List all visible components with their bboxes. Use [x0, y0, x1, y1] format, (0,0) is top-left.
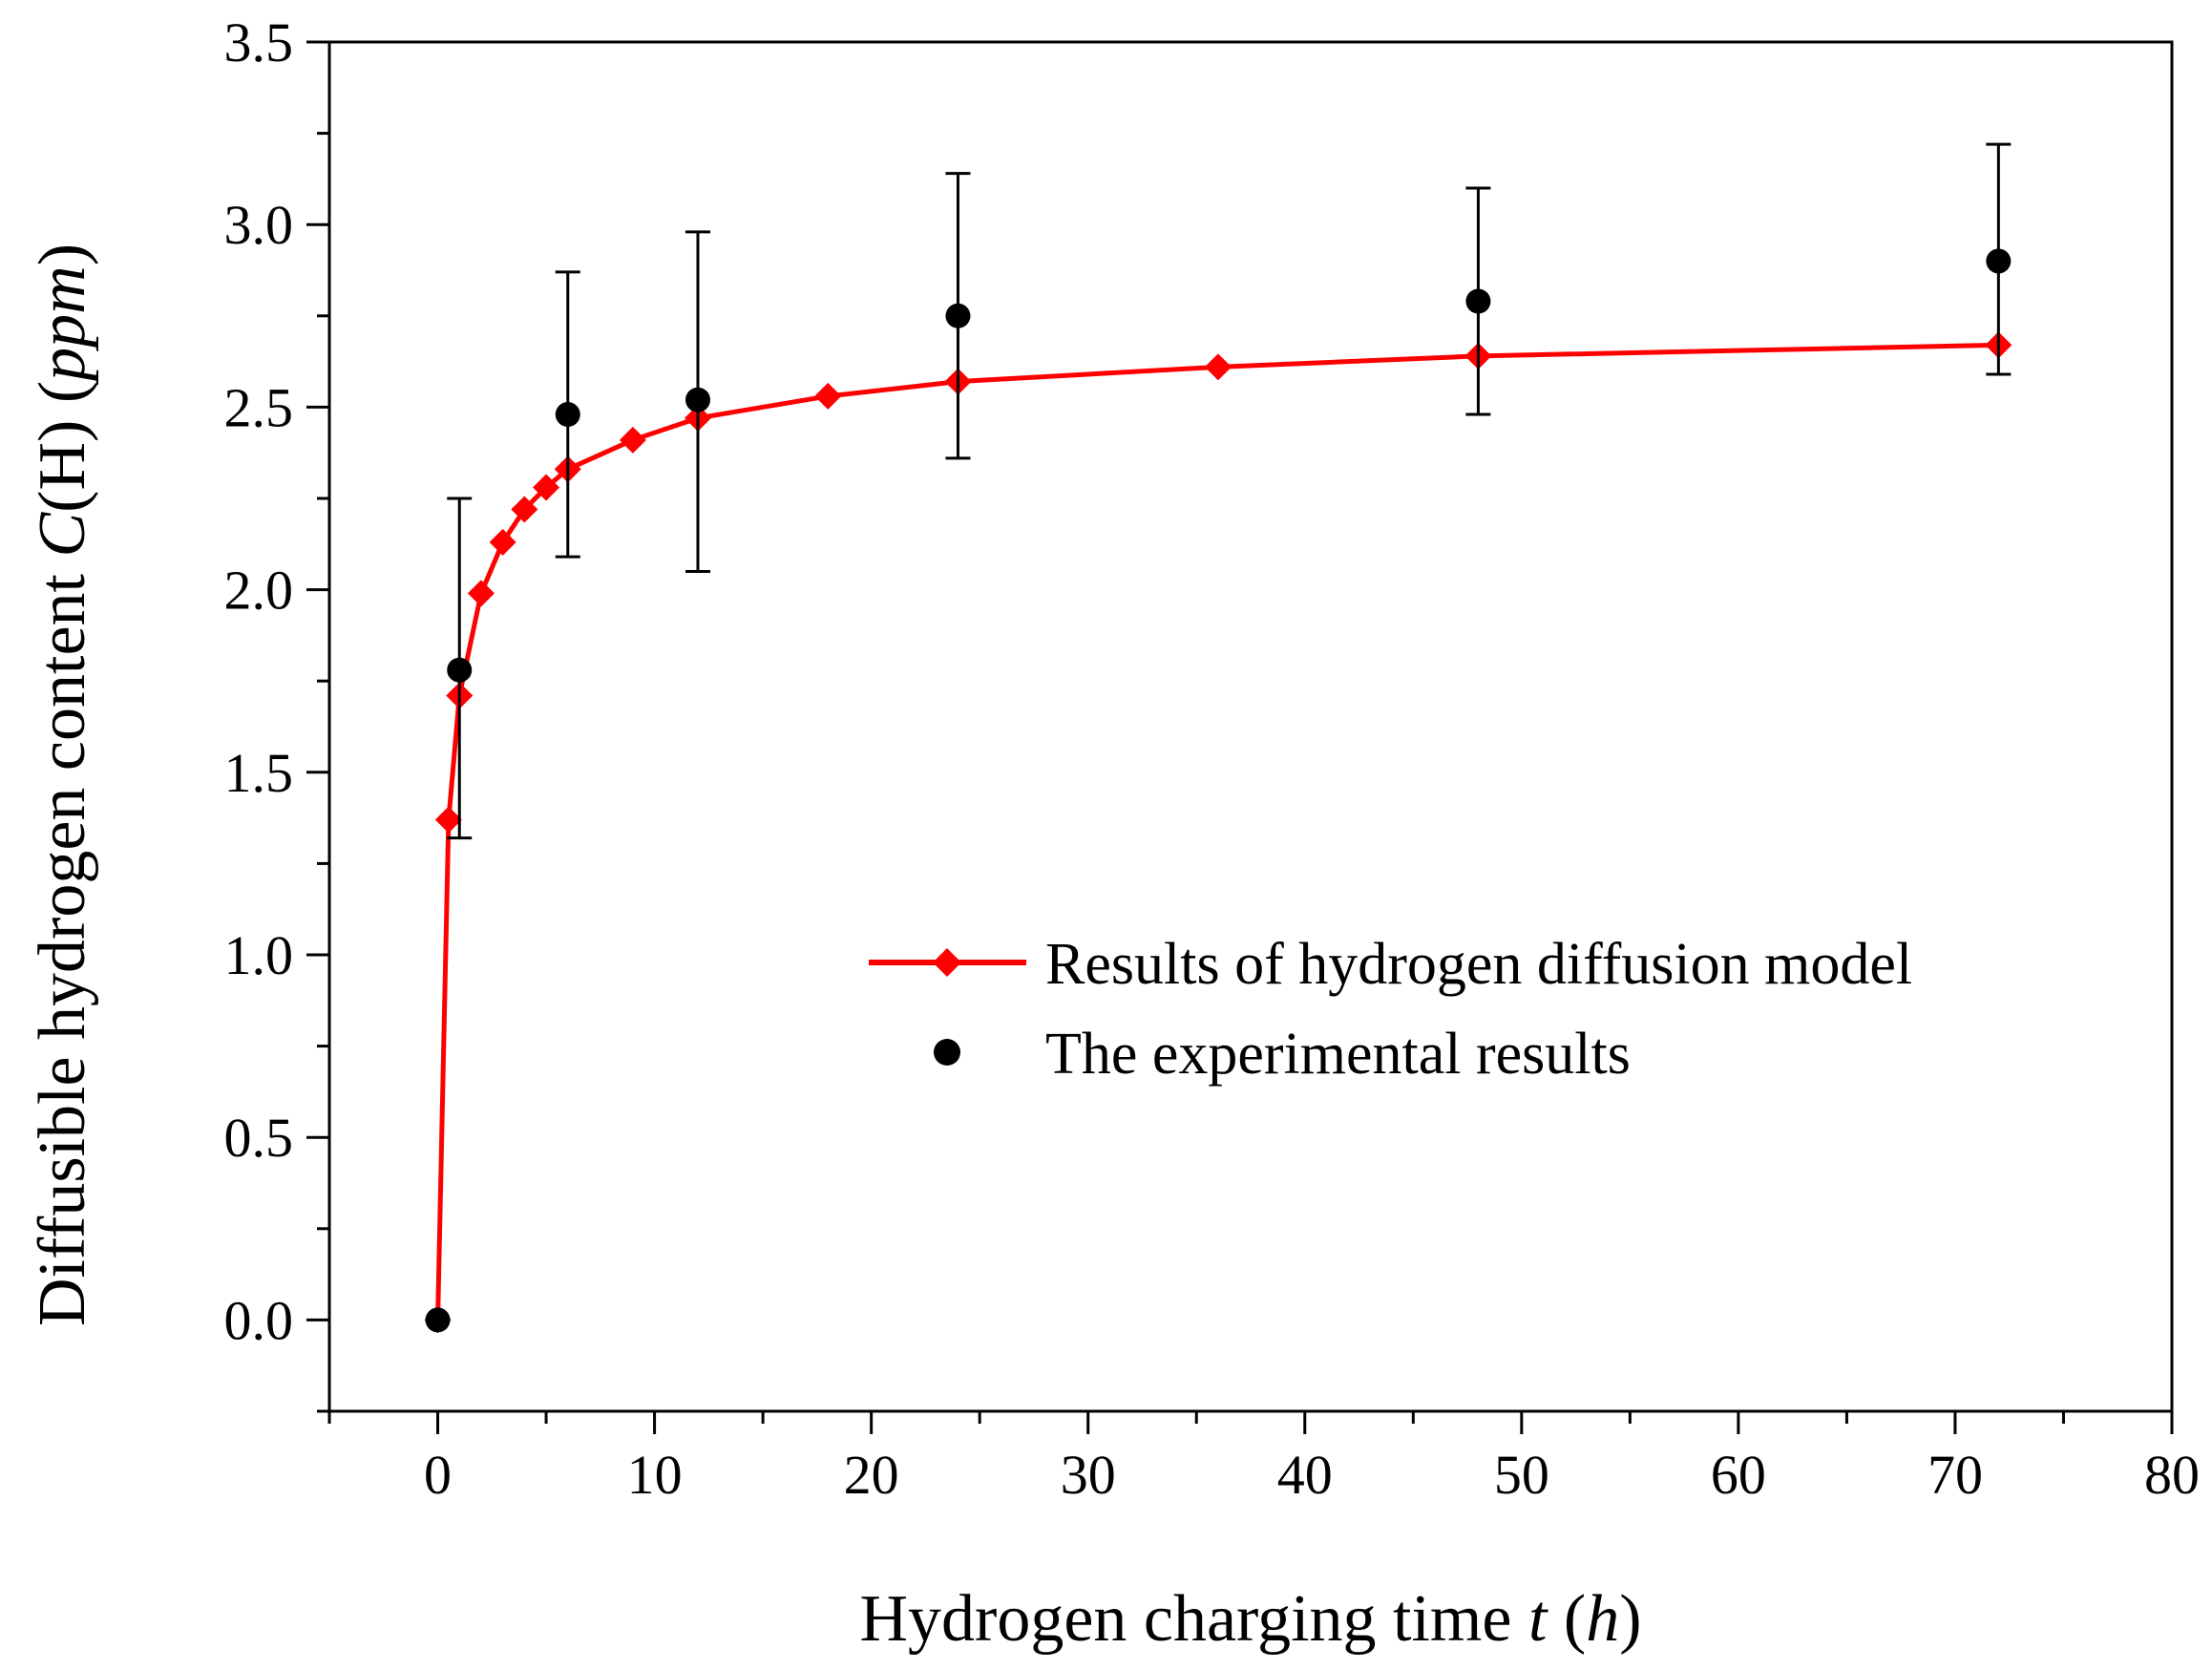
y-tick-label: 1.0	[224, 924, 294, 986]
x-tick-label: 60	[1711, 1444, 1766, 1506]
x-tick-label: 40	[1277, 1444, 1333, 1506]
experimental-point	[555, 402, 580, 428]
x-axis-ticks: 0 10 20 30 40 50 60 70 80	[327, 1411, 2200, 1506]
y-tick-label: 2.0	[224, 560, 294, 622]
model-point	[619, 426, 646, 454]
model-line	[435, 342, 1999, 1321]
x-tick-label: 80	[2144, 1444, 2200, 1506]
y-axis-title: Diffusible hydrogen content C(H) (ppm)	[26, 243, 99, 1326]
legend-label-experimental: The experimental results	[1045, 1022, 1631, 1087]
series-layer	[424, 142, 2012, 1334]
legend-marker-experimental	[934, 1039, 960, 1066]
y-tick-label: 3.5	[224, 11, 294, 74]
y-tick-label: 0.0	[224, 1289, 294, 1351]
experimental-point	[425, 1307, 451, 1333]
model-point	[533, 474, 560, 501]
model-point	[814, 382, 842, 410]
model-point	[511, 496, 538, 523]
axes	[327, 40, 2174, 1413]
y-tick-label: 0.5	[224, 1107, 294, 1169]
x-tick-label: 70	[1928, 1444, 1983, 1506]
y-tick-label: 2.5	[224, 376, 294, 438]
legend: Results of hydrogen diffusion model The …	[869, 932, 1912, 1087]
y-tick-label: 1.5	[224, 742, 294, 804]
plot-frame	[327, 40, 2174, 1413]
x-tick-label: 30	[1061, 1444, 1116, 1506]
experimental-point	[1986, 248, 2012, 274]
model-point	[489, 528, 516, 556]
x-tick-label: 0	[424, 1444, 452, 1506]
x-axis-title: Hydrogen charging time t (h)	[859, 1582, 1641, 1656]
legend-marker-model	[933, 948, 961, 977]
experimental-point	[685, 387, 710, 412]
legend-label-model: Results of hydrogen diffusion model	[1045, 932, 1912, 997]
model-point	[1204, 353, 1232, 381]
x-tick-label: 50	[1494, 1444, 1549, 1506]
experimental-point	[447, 657, 473, 683]
experimental-point	[945, 303, 971, 328]
model-point	[434, 806, 462, 834]
experimental-point	[1465, 288, 1491, 314]
y-tick-label: 3.0	[224, 194, 294, 256]
y-axis-ticks: 0.0 0.5 1.0 1.5 2.0 2.5 3.0 3.5	[224, 11, 329, 1413]
model-point	[467, 580, 495, 607]
x-tick-label: 20	[844, 1444, 899, 1506]
x-tick-label: 10	[627, 1444, 683, 1506]
